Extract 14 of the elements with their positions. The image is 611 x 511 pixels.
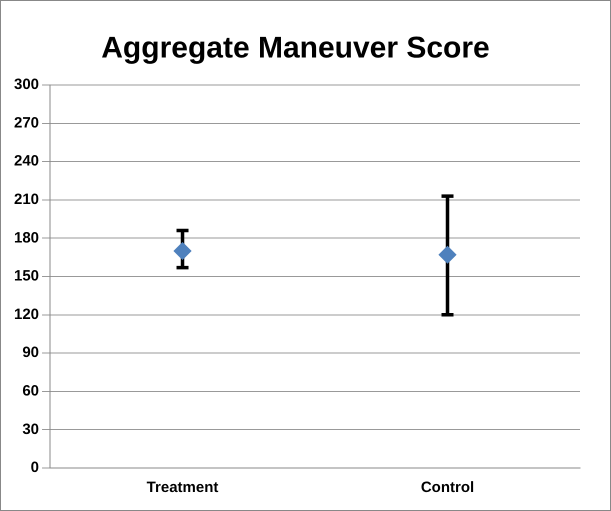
y-tick-label: 240 bbox=[14, 152, 40, 170]
chart-title: Aggregate Maneuver Score bbox=[101, 31, 490, 64]
y-tick-label: 300 bbox=[14, 76, 40, 94]
y-tick-label: 60 bbox=[22, 382, 40, 400]
x-tick-label: Treatment bbox=[146, 479, 218, 496]
y-tick-label: 150 bbox=[14, 268, 40, 285]
y-tick-label: 270 bbox=[14, 114, 40, 132]
y-tick-label: 210 bbox=[14, 191, 40, 208]
y-tick-label: 180 bbox=[14, 229, 40, 246]
y-tick-label: 0 bbox=[30, 459, 40, 476]
x-tick-label: Control bbox=[420, 479, 474, 496]
y-tick-label: 120 bbox=[14, 306, 40, 323]
y-tick-label: 30 bbox=[22, 420, 40, 438]
y-tick-label: 90 bbox=[22, 344, 40, 362]
